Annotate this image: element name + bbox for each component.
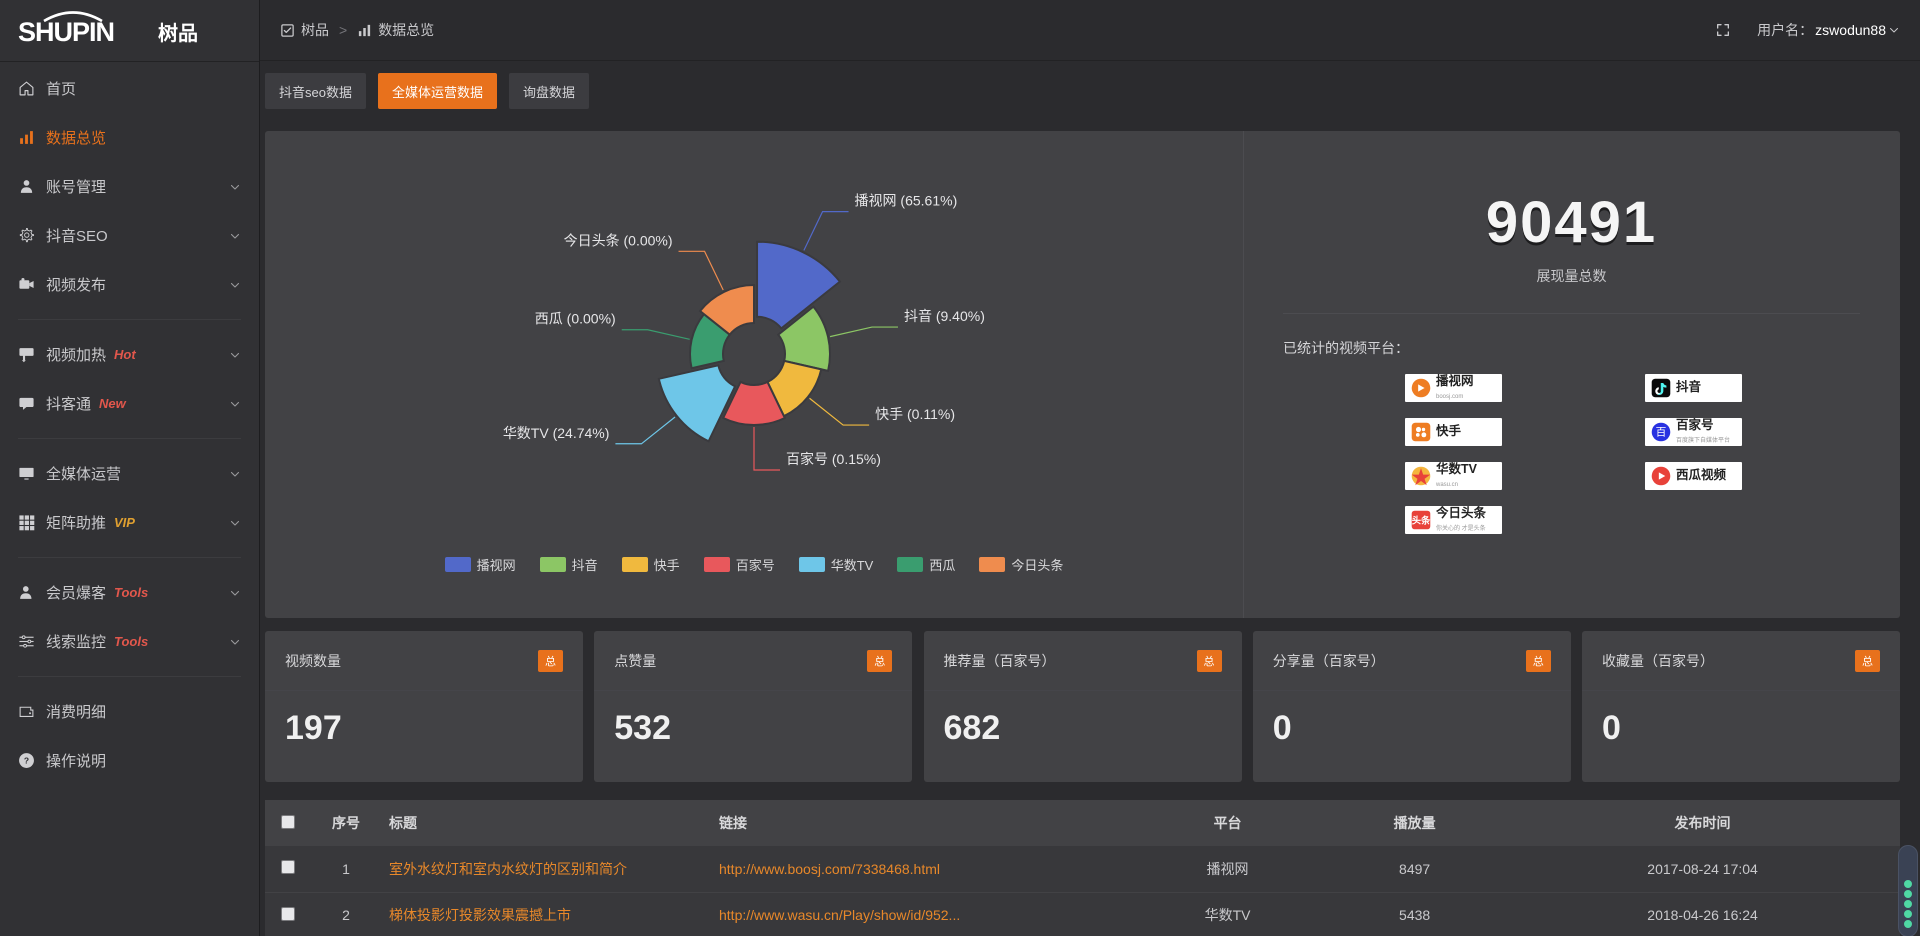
svg-text:播视网 (65.61%): 播视网 (65.61%) bbox=[855, 193, 958, 209]
svg-text:快手 (0.11%): 快手 (0.11%) bbox=[875, 406, 955, 422]
svg-text:百家号 (0.15%): 百家号 (0.15%) bbox=[786, 451, 881, 467]
svg-text:?: ? bbox=[24, 756, 29, 766]
svg-text:今日头条 (0.00%): 今日头条 (0.00%) bbox=[564, 232, 673, 248]
svg-text:西瓜 (0.00%): 西瓜 (0.00%) bbox=[535, 311, 616, 327]
svg-text:头条: 头条 bbox=[1412, 515, 1431, 526]
svg-text:百: 百 bbox=[1656, 427, 1667, 439]
svg-text:抖音 (9.40%): 抖音 (9.40%) bbox=[904, 308, 985, 324]
svg-text:SHUPIN: SHUPIN bbox=[18, 17, 114, 47]
svg-text:树品: 树品 bbox=[158, 22, 198, 45]
svg-text:华数TV (24.74%): 华数TV (24.74%) bbox=[503, 425, 610, 441]
